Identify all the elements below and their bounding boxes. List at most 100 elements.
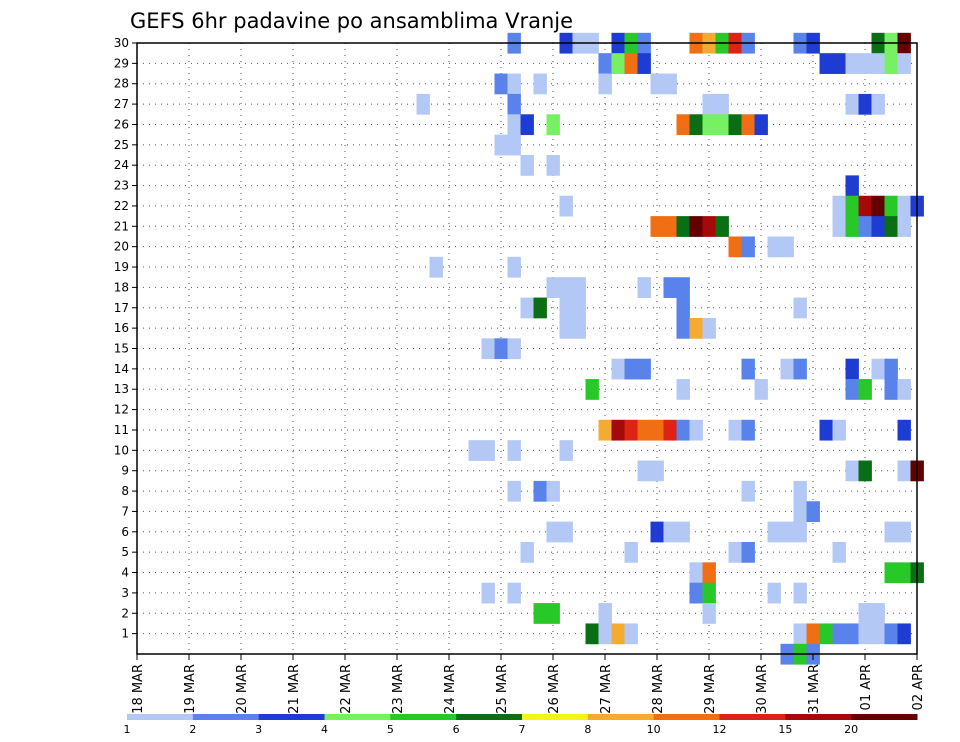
heatmap-cell [533, 297, 547, 319]
x-tick-label: 30 MAR [755, 664, 770, 714]
heatmap-cell [676, 114, 690, 136]
legend-swatch [192, 714, 260, 720]
heatmap-cell [507, 480, 521, 502]
y-tick-label: 7 [121, 504, 129, 518]
heatmap-cell [624, 623, 638, 645]
heatmap-cell [624, 541, 638, 563]
x-tick-label: 28 MAR [651, 664, 666, 714]
heatmap-cell [572, 277, 586, 298]
x-axis: 18 MAR 19 MAR 20 MAR 21 MAR 22 MAR 23 MAR 24 M… [131, 654, 926, 714]
heatmap-cell [845, 53, 859, 74]
chart-title: GEFS 6hr padavine po ansamblima Vranje [130, 9, 573, 33]
heatmap-cell [871, 195, 885, 217]
heatmap-cell [845, 379, 859, 400]
legend-swatch [522, 714, 589, 720]
heatmap-cell [767, 521, 781, 543]
x-tick-label: 31 MAR [807, 664, 822, 714]
heatmap-cell [897, 562, 911, 584]
x-tick-label: 02 APR [911, 664, 926, 710]
heatmap-cell [728, 419, 742, 441]
legend-label: 6 [453, 723, 460, 736]
y-tick-label: 29 [114, 56, 129, 70]
heatmap-cell [897, 195, 911, 217]
legend-label: 8 [584, 723, 591, 736]
heatmap-cell [598, 73, 612, 95]
heatmap-cell [546, 155, 560, 176]
heatmap-cell [884, 195, 898, 217]
heatmap-cell [689, 114, 703, 136]
heatmap-cell [832, 216, 846, 237]
heatmap-cell [585, 379, 599, 400]
heatmap-cell [676, 419, 690, 441]
heatmap-cell [546, 480, 560, 502]
y-tick-label: 8 [121, 484, 129, 498]
heatmap-cell [780, 521, 794, 543]
heatmap-cell [598, 419, 612, 441]
heatmap-cell [520, 155, 534, 176]
y-tick-label: 14 [114, 362, 129, 376]
heatmap-cell [507, 256, 521, 278]
heatmap-cell [715, 93, 729, 115]
y-tick-label: 26 [114, 117, 129, 131]
heatmap-cell [741, 236, 755, 258]
heatmap-cell [650, 521, 664, 543]
heatmap-cell [676, 277, 690, 298]
heatmap-cell [884, 358, 898, 380]
y-tick-label: 13 [114, 382, 129, 396]
y-tick-label: 5 [121, 545, 129, 559]
heatmap-cell [845, 358, 859, 380]
heatmap-cell [468, 440, 482, 461]
legend-swatch [851, 714, 918, 720]
y-tick-label: 25 [114, 138, 129, 152]
y-tick-label: 12 [114, 403, 129, 417]
heatmap-cell [507, 582, 521, 604]
heatmap-cell [624, 53, 638, 74]
heatmap-cell [871, 93, 885, 115]
heatmap-cell [637, 460, 651, 482]
heatmap-cell [702, 216, 716, 237]
heatmap-cell [845, 175, 859, 197]
y-tick-label: 2 [121, 606, 129, 620]
heatmap-cell [793, 582, 807, 604]
heatmap-cell [793, 521, 807, 543]
heatmap-cell [663, 73, 677, 95]
legend-swatch [127, 714, 194, 720]
heatmap-cell [494, 73, 508, 95]
heatmap-cell [780, 236, 794, 258]
y-tick-label: 19 [114, 260, 129, 274]
heatmap-cell [715, 216, 729, 237]
heatmap-cell [819, 419, 833, 441]
heatmap-cell [702, 114, 716, 136]
heatmap-cell [884, 53, 898, 74]
heatmap-cell [897, 379, 911, 400]
heatmap-cell [637, 277, 651, 298]
x-tick-label: 26 MAR [547, 664, 562, 714]
heatmap-cell [741, 114, 755, 136]
heatmap-cell [728, 541, 742, 563]
legend-swatch [785, 714, 852, 720]
heatmap-cell [858, 379, 872, 400]
legend-label: 5 [387, 723, 394, 736]
heatmap-cell [702, 93, 716, 115]
heatmap-cell [624, 358, 638, 380]
legend-label: 15 [778, 723, 792, 736]
heatmap-cell [533, 603, 547, 624]
y-tick-label: 28 [114, 77, 129, 91]
heatmap-cell [481, 440, 495, 461]
heatmap-cell [650, 216, 664, 237]
heatmap-cell [637, 358, 651, 380]
heatmap-cell [546, 603, 560, 624]
legend-label: 20 [844, 723, 858, 736]
heatmap-cell [793, 297, 807, 319]
heatmap-cell [897, 419, 911, 441]
heatmap-cell [429, 256, 443, 278]
legend-swatch [258, 714, 325, 720]
legend-label: 2 [189, 723, 196, 736]
y-tick-label: 6 [121, 525, 129, 539]
heatmap-cell [650, 419, 664, 441]
heatmap-cell [624, 419, 638, 441]
heatmap-cell [832, 53, 846, 74]
heatmap-cell [728, 114, 742, 136]
heatmap-cell [858, 195, 872, 217]
heatmap-cell [806, 623, 820, 645]
